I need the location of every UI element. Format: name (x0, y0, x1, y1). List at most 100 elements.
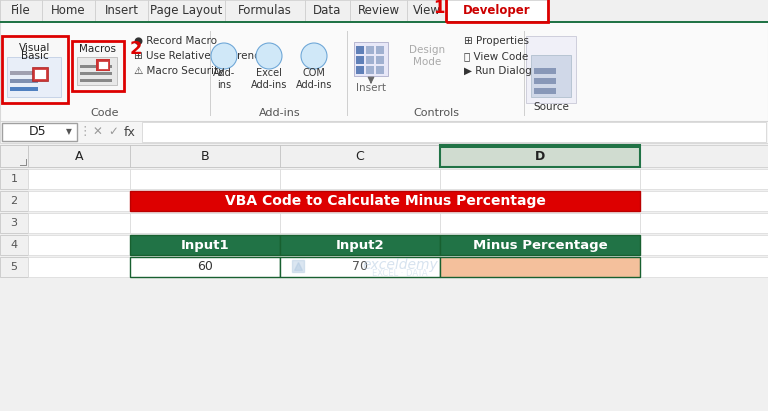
Text: Basic: Basic (22, 51, 49, 61)
Bar (347, 31, 348, 116)
Bar (526, 36, 576, 103)
Bar (440, 235, 640, 255)
Bar (28, 235, 130, 255)
Circle shape (301, 43, 327, 69)
Bar (130, 169, 280, 189)
Bar (280, 257, 440, 277)
Text: exceldemy: exceldemy (362, 258, 438, 272)
Bar (0, 0, 768, 21)
Text: VBA Code to Calculate Minus Percentage: VBA Code to Calculate Minus Percentage (224, 194, 545, 208)
Circle shape (256, 43, 282, 69)
Text: 2: 2 (11, 196, 18, 206)
Bar (0, 235, 28, 255)
Text: Design
Mode: Design Mode (409, 45, 445, 67)
Bar (0, 191, 28, 211)
Circle shape (211, 43, 237, 69)
Text: 1: 1 (433, 0, 445, 18)
Text: 4: 4 (11, 240, 18, 250)
Text: 3: 3 (11, 218, 18, 228)
Bar (0, 21, 768, 23)
Bar (10, 71, 38, 75)
Bar (366, 66, 374, 74)
Bar (280, 213, 440, 233)
Bar (440, 145, 640, 148)
Bar (531, 55, 571, 97)
Text: ● Record Macro: ● Record Macro (134, 36, 217, 46)
Bar (28, 213, 130, 233)
Text: ⋮: ⋮ (79, 125, 91, 139)
Bar (356, 46, 364, 54)
Text: B: B (200, 150, 210, 162)
Bar (305, 0, 350, 21)
Bar (376, 66, 384, 74)
Bar (0, 257, 28, 277)
Text: Code: Code (91, 108, 119, 118)
Text: Controls: Controls (413, 108, 459, 118)
Bar (98, 61, 108, 69)
Bar (640, 257, 768, 277)
Bar (356, 66, 364, 74)
Text: Minus Percentage: Minus Percentage (472, 238, 607, 252)
Text: D: D (535, 150, 545, 162)
Text: 70: 70 (352, 261, 368, 273)
Bar (280, 235, 440, 255)
Bar (28, 145, 130, 167)
Bar (96, 59, 110, 71)
Bar (640, 169, 768, 189)
Bar (130, 257, 280, 277)
Bar (80, 79, 112, 82)
Bar (28, 191, 130, 211)
Bar (534, 68, 556, 74)
Bar (130, 235, 280, 255)
Text: Home: Home (51, 4, 86, 17)
Bar (350, 0, 407, 21)
Bar (440, 257, 640, 277)
Text: 🔍 View Code: 🔍 View Code (464, 51, 528, 61)
Bar (280, 257, 440, 277)
Text: Insert: Insert (104, 4, 138, 17)
Bar (72, 41, 124, 91)
Text: Input2: Input2 (336, 238, 384, 252)
Text: Input1: Input1 (180, 238, 230, 252)
Text: EXCEL · DATA: EXCEL · DATA (372, 270, 428, 279)
Bar (524, 31, 525, 116)
Bar (446, 0, 548, 22)
Bar (130, 257, 280, 277)
Bar (32, 67, 48, 81)
Text: A: A (74, 150, 83, 162)
Text: ▼: ▼ (66, 127, 72, 136)
Bar (366, 46, 374, 54)
Bar (640, 235, 768, 255)
Text: D5: D5 (29, 125, 47, 138)
Text: Review: Review (357, 4, 399, 17)
Text: File: File (11, 4, 31, 17)
Bar (407, 0, 447, 21)
Bar (0, 121, 768, 143)
Bar (225, 0, 305, 21)
Text: Page Layout: Page Layout (151, 4, 223, 17)
Bar (354, 42, 388, 76)
Text: ⊞ Properties: ⊞ Properties (464, 36, 529, 46)
Bar (28, 257, 130, 277)
Bar (376, 56, 384, 64)
Bar (2, 123, 77, 141)
Text: ⚠ Macro Security: ⚠ Macro Security (134, 66, 224, 76)
Bar (534, 88, 556, 94)
Text: 60: 60 (197, 261, 213, 273)
Bar (280, 145, 440, 167)
Bar (210, 31, 211, 116)
Bar (640, 213, 768, 233)
Bar (0, 213, 28, 233)
Bar (10, 87, 38, 91)
Text: 1: 1 (11, 174, 18, 184)
Bar (280, 235, 440, 255)
Text: COM
Add-ins: COM Add-ins (296, 68, 333, 90)
Bar (0, 0, 42, 21)
Text: ⊞ Use Relative References: ⊞ Use Relative References (134, 51, 272, 61)
Bar (440, 169, 640, 189)
Text: ✕: ✕ (92, 125, 102, 139)
Text: Add-ins: Add-ins (259, 108, 300, 118)
Bar (0, 145, 768, 167)
Bar (447, 0, 547, 21)
Bar (0, 145, 28, 167)
